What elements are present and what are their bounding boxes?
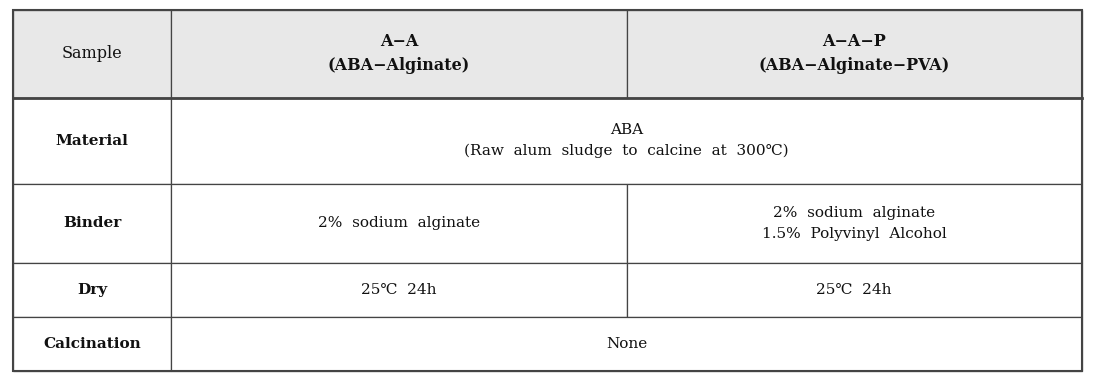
Bar bbox=[13, 264, 171, 317]
Text: 2%  sodium  alginate: 2% sodium alginate bbox=[318, 216, 480, 231]
Bar bbox=[171, 184, 626, 264]
Bar bbox=[171, 317, 1082, 371]
Text: Calcination: Calcination bbox=[44, 338, 141, 352]
Bar bbox=[171, 10, 626, 98]
Text: Dry: Dry bbox=[77, 283, 107, 298]
Text: A−A−P
(ABA−Alginate−PVA): A−A−P (ABA−Alginate−PVA) bbox=[759, 33, 949, 74]
Text: 25℃  24h: 25℃ 24h bbox=[361, 283, 437, 298]
Text: None: None bbox=[606, 338, 647, 352]
Bar bbox=[13, 317, 171, 371]
Bar bbox=[171, 264, 626, 317]
Text: ABA
(Raw  alum  sludge  to  calcine  at  300℃): ABA (Raw alum sludge to calcine at 300℃) bbox=[464, 123, 788, 158]
Bar bbox=[626, 184, 1082, 264]
Bar bbox=[13, 98, 171, 184]
Text: A−A
(ABA−Alginate): A−A (ABA−Alginate) bbox=[327, 33, 470, 74]
Text: Material: Material bbox=[56, 133, 129, 147]
Bar bbox=[13, 184, 171, 264]
Bar bbox=[626, 10, 1082, 98]
Text: Binder: Binder bbox=[64, 216, 122, 231]
Text: Sample: Sample bbox=[61, 45, 123, 62]
Text: 2%  sodium  alginate
1.5%  Polyvinyl  Alcohol: 2% sodium alginate 1.5% Polyvinyl Alcoho… bbox=[762, 206, 946, 241]
Text: 25℃  24h: 25℃ 24h bbox=[817, 283, 892, 298]
Bar bbox=[171, 98, 1082, 184]
Bar bbox=[13, 10, 171, 98]
Bar bbox=[626, 264, 1082, 317]
